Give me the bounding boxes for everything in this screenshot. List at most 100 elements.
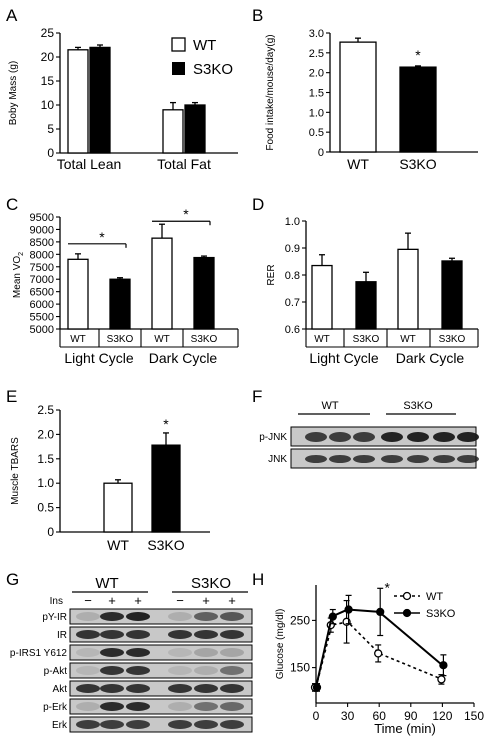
legend-wt-label-a: WT [193, 37, 216, 54]
b-ytick-label-6: 3.0 [309, 28, 324, 40]
g-row-label-1: IR [57, 630, 67, 641]
g-band-6-0 [76, 720, 100, 729]
a-ytick-label-2: 10 [41, 98, 55, 112]
chart-c-ytick-label-7: 8500 [30, 237, 54, 249]
f-band-1-3 [381, 455, 403, 463]
a-bar-ko-1 [184, 104, 206, 154]
chart-c-bar-1 [109, 278, 131, 330]
g-ins-label: Ins [50, 596, 63, 607]
a-bar-wt-1 [162, 109, 184, 154]
chart-c-bar-label-0: WT [70, 334, 86, 345]
f-band-1-6 [457, 455, 479, 463]
e-bar-0 [103, 482, 133, 533]
a-ytick-label-5: 25 [41, 26, 55, 40]
f-group-wt: WT [321, 400, 338, 412]
a-bar-wt-0 [67, 49, 89, 154]
panel-label-d: D [252, 195, 264, 214]
a-xtick-label-0: Total Lean [57, 156, 122, 172]
chart-d-ytick-label-3: 0.9 [285, 243, 300, 255]
g-band-1-5 [220, 630, 244, 639]
h-significance-star: * [384, 579, 390, 595]
g-band-1-4 [194, 630, 218, 639]
g-band-3-1 [100, 666, 124, 675]
g-band-3-4 [194, 666, 218, 675]
e-ytick-label-1: 0.5 [37, 501, 54, 515]
h-xtick-label-3: 90 [404, 709, 418, 723]
h-point-ko-0 [312, 683, 322, 692]
chart-d-bar-0 [311, 264, 333, 330]
b-ytick-label-5: 2.5 [309, 48, 324, 60]
f-row-label-1: JNK [268, 454, 287, 465]
g-band-4-3 [168, 684, 192, 693]
g-ins-mark-4: + [202, 593, 210, 608]
e-bar-1 [151, 444, 181, 533]
g-band-0-4 [194, 612, 218, 621]
g-ins-mark-5: + [228, 593, 236, 608]
h-legend-marker-0 [402, 591, 412, 601]
g-row-label-6: Erk [52, 720, 68, 731]
g-band-0-5 [220, 612, 244, 621]
h-legend-marker-1 [402, 608, 412, 618]
chart-d-ytick-label-0: 0.6 [285, 324, 300, 336]
f-band-0-1 [329, 432, 351, 442]
blot-f: WT S3KO p-JNK JNK [259, 400, 479, 469]
chart-c-ytick-label-6: 8000 [30, 249, 54, 261]
panel-label-e: E [6, 387, 17, 406]
f-band-1-2 [353, 455, 375, 463]
g-row-label-0: pY-IR [42, 612, 67, 623]
g-group-ko: S3KO [191, 575, 231, 592]
chart-d-bar-1 [355, 281, 377, 330]
chart-c-ytick-label-3: 6500 [30, 287, 54, 299]
chart-d-ytick-label-2: 0.8 [285, 270, 300, 282]
legend-ko-swatch-a [172, 62, 185, 75]
chart-a: 0 5 10 15 20 25 Boby Mass (g) Total Lean Total F… [8, 26, 238, 172]
panel-label-c: C [6, 195, 18, 214]
panel-label-b: B [252, 6, 263, 25]
chart-d-bar-label-2: WT [400, 334, 416, 345]
a-ytick-label-0: 0 [47, 146, 54, 160]
h-ytick-label-0: 150 [290, 661, 310, 675]
g-band-4-4 [194, 684, 218, 693]
chart-d-bar-label-0: WT [314, 334, 330, 345]
g-band-5-1 [100, 702, 124, 711]
legend-ko-label-a: S3KO [193, 61, 233, 78]
g-ins-mark-2: + [134, 593, 142, 608]
h-xtick-label-1: 30 [341, 709, 355, 723]
f-band-1-1 [329, 455, 351, 463]
f-band-1-5 [433, 455, 455, 463]
a-ytick-label-1: 5 [47, 122, 54, 136]
b-ytick-label-2: 1.0 [309, 107, 324, 119]
e-xtick-label-0: WT [107, 537, 129, 553]
chart-c: 5000550060006500700075008000850090009500… [30, 206, 239, 366]
chart-h: 150 250 0 30 60 90 120 150 Time (min) Glucose (mg… [275, 579, 484, 736]
g-band-2-1 [100, 648, 124, 657]
h-point-ko-4 [439, 661, 448, 670]
h-point-wt-4 [437, 675, 446, 684]
g-band-6-2 [126, 720, 150, 729]
b-bar-0 [339, 41, 377, 153]
g-group-wt: WT [95, 575, 118, 592]
b-ytick-label-3: 1.5 [309, 88, 324, 100]
chart-d: 0.6 0.7 0.8 0.9 1.0 RER WT S3KO WT S3KO Light Cycl… [266, 216, 479, 366]
g-row-label-5: p-Erk [43, 702, 68, 713]
e-ytick-label-4: 2.0 [37, 427, 54, 441]
chart-d-ylabel: RER [266, 264, 277, 285]
h-xlabel: Time (min) [374, 721, 436, 736]
g-row-label-2: p-IRS1 Y612 [10, 648, 68, 659]
g-band-1-2 [126, 630, 150, 639]
h-ytick-label-1: 250 [290, 613, 310, 627]
f-band-0-4 [407, 432, 429, 442]
f-row-label-0: p-JNK [259, 432, 287, 443]
b-ylabel: Food intake/mouse/day(g) [265, 34, 276, 150]
chart-c-group-label-0: Light Cycle [64, 350, 133, 366]
a-ytick-label-3: 15 [41, 74, 55, 88]
legend-wt-swatch-a [171, 37, 186, 52]
chart-d-bar-label-1: S3KO [353, 334, 380, 345]
chart-c-bar-3 [193, 256, 215, 330]
g-band-4-5 [220, 684, 244, 693]
e-xtick-label-1: S3KO [147, 537, 184, 553]
blot-g: WT S3KO Ins − + + − + + pY-IR IR p-IRS1 Y612 p-A… [10, 575, 253, 733]
f-band-0-6 [457, 432, 479, 442]
g-band-4-2 [126, 684, 150, 693]
f-band-0-3 [381, 432, 403, 442]
